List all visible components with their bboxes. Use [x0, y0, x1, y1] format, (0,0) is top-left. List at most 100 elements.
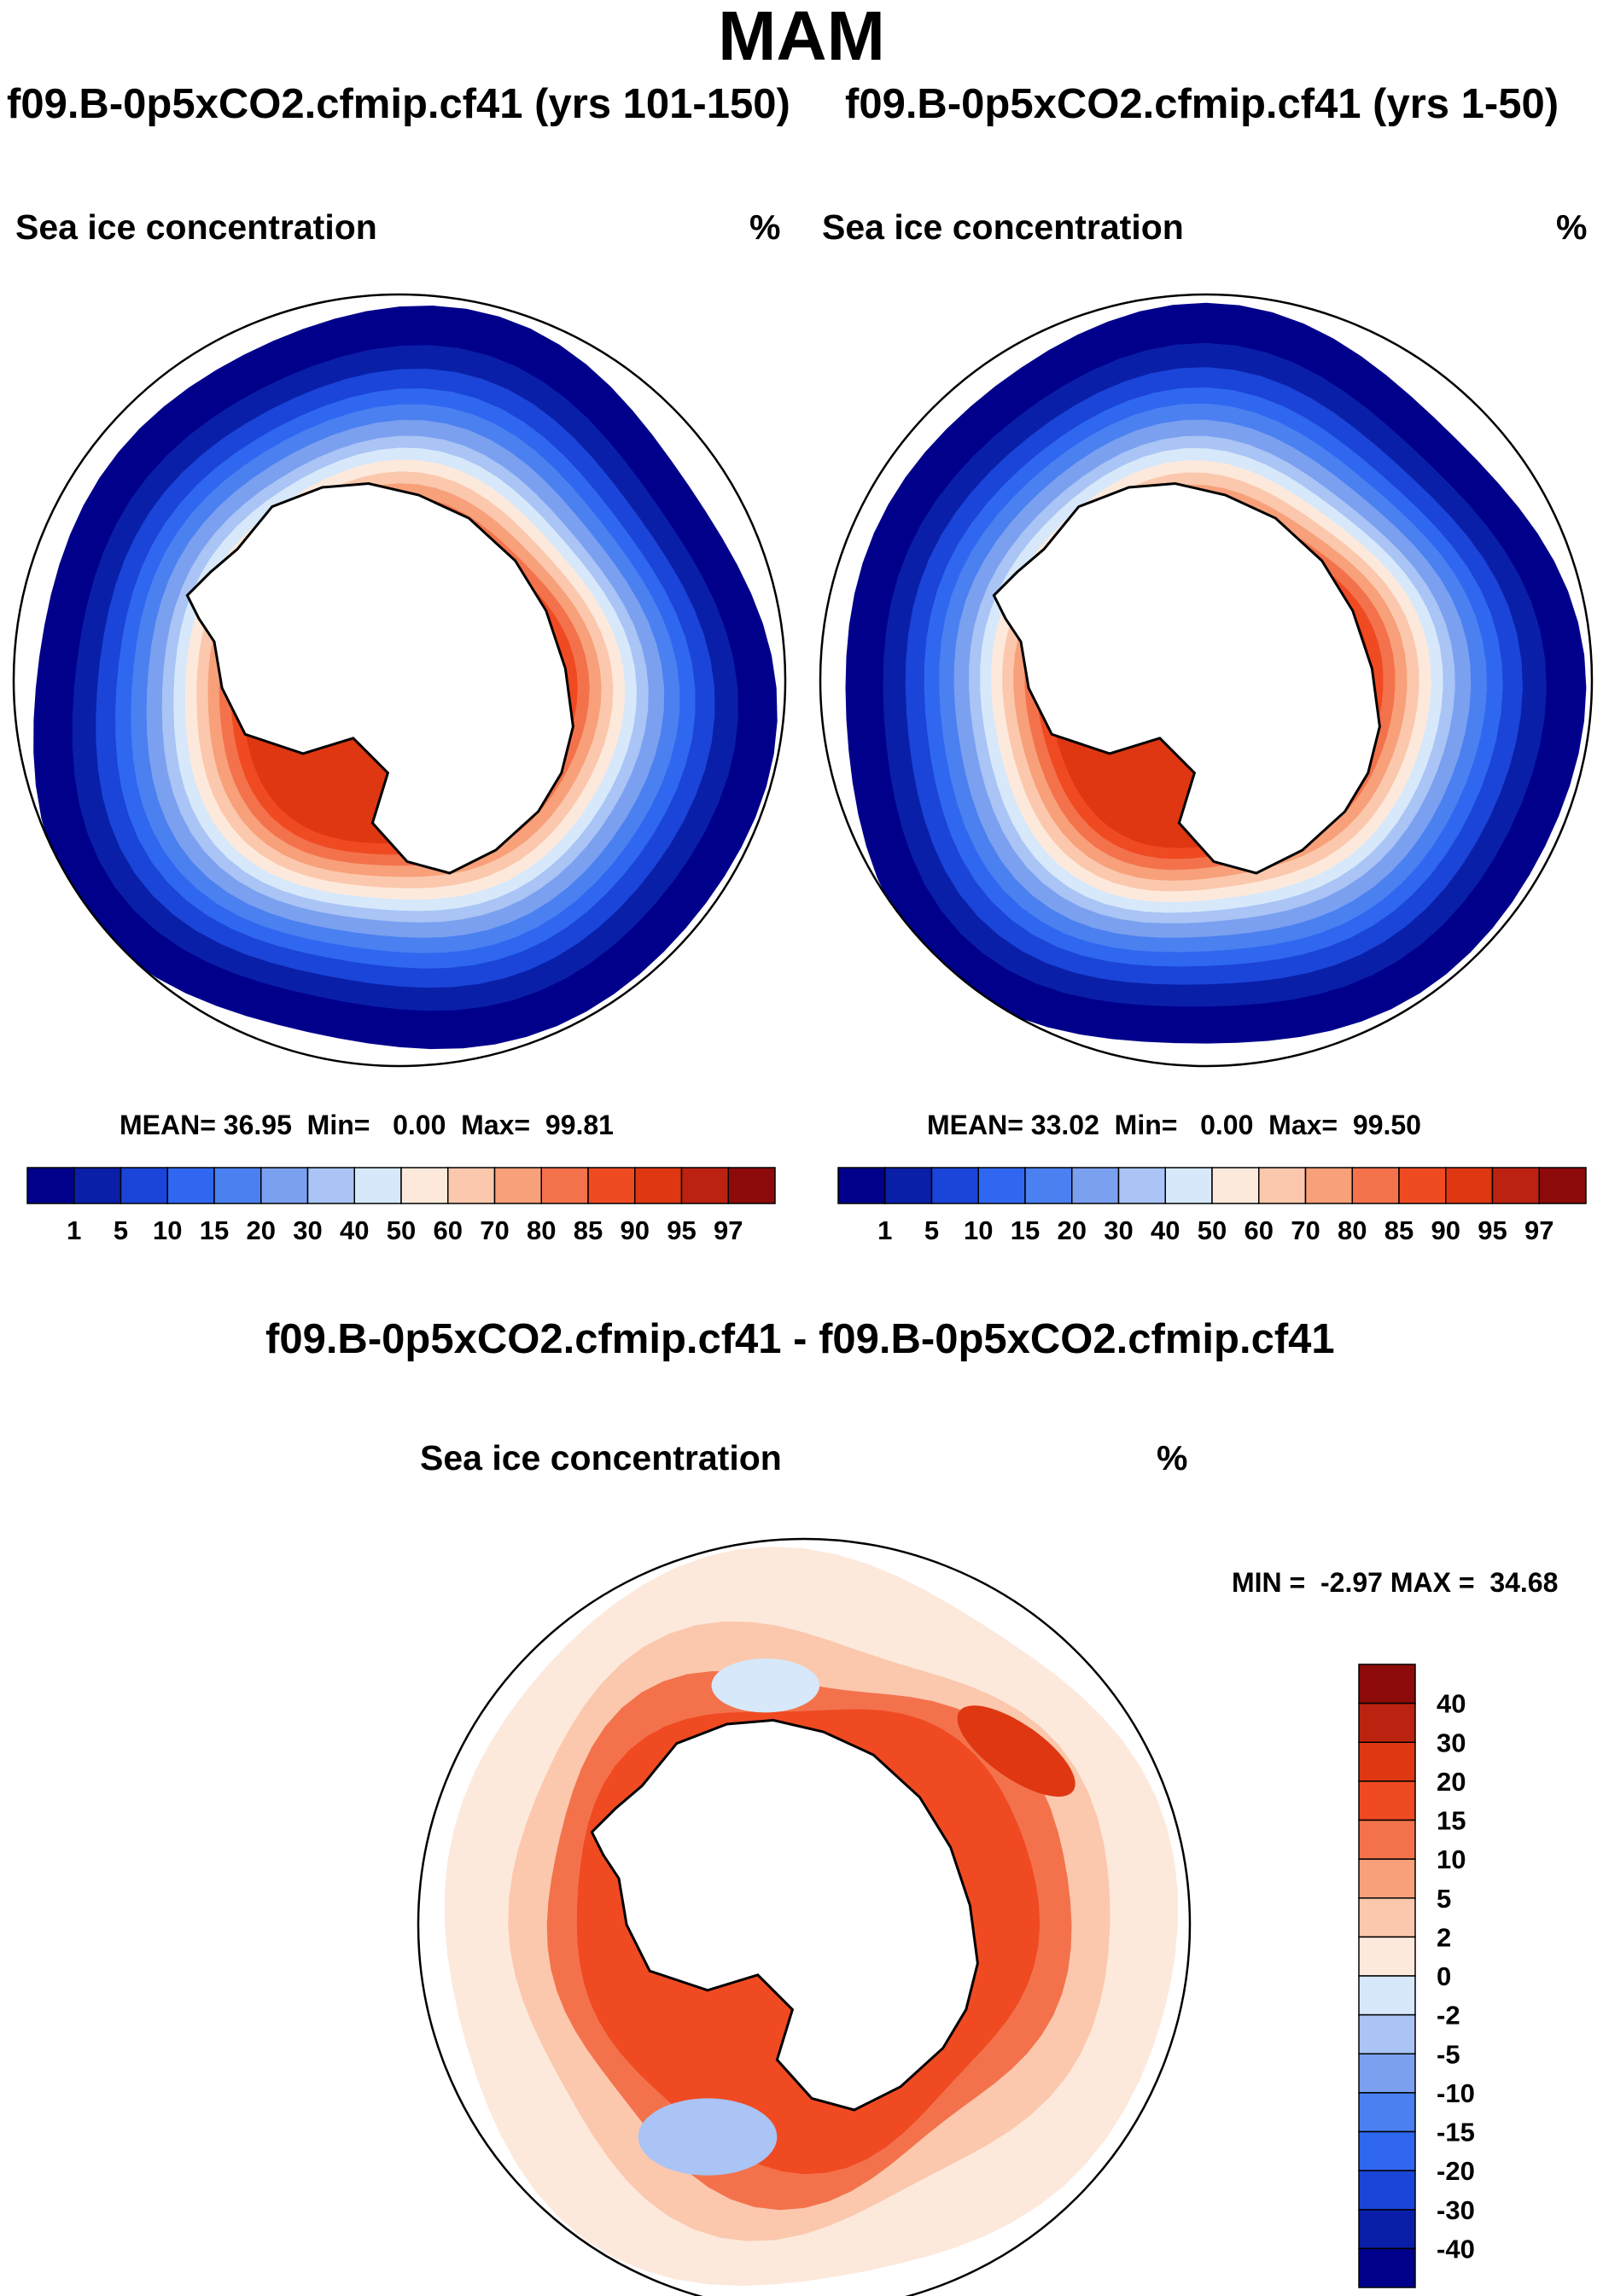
colorbar-label: -2 [1437, 2001, 1460, 2031]
colorbar-label: -20 [1437, 2156, 1475, 2186]
diff-min-value: -2.97 [1320, 1567, 1383, 1598]
colorbar-label: 97 [1524, 1215, 1553, 1245]
diff-contour-band [957, 1705, 1075, 1797]
colorbar-box [260, 1167, 309, 1204]
panel2-min-value: 0.00 [1200, 1110, 1254, 1140]
colorbar-label: -30 [1437, 2195, 1475, 2225]
antarctica-coastline [185, 481, 574, 875]
colorbar-label: 15 [1011, 1215, 1040, 1245]
colorbar-label: 30 [293, 1215, 322, 1245]
colorbar-label: 85 [1384, 1215, 1414, 1245]
colorbar-box [1358, 1975, 1416, 2016]
panel1-experiment-title: f09.B-0p5xCO2.cfmip.cf41 (yrs 101-150) [7, 81, 790, 127]
colorbar-label: 97 [714, 1215, 743, 1245]
colorbar-label: 90 [1431, 1215, 1460, 1245]
colorbar-label: -40 [1437, 2234, 1475, 2264]
diff-experiment-title: f09.B-0p5xCO2.cfmip.cf41 - f09.B-0p5xCO2… [265, 1316, 1335, 1362]
colorbar-label: 40 [340, 1215, 369, 1245]
colorbar-box [1258, 1167, 1307, 1204]
map-border [417, 1537, 1192, 2296]
colorbar-label: 85 [574, 1215, 603, 1245]
colorbar-box [727, 1167, 776, 1204]
colorbar-box [1211, 1167, 1260, 1204]
colorbar-label: 50 [387, 1215, 416, 1245]
panel2-mean-value: 33.02 [1030, 1110, 1099, 1140]
panel1-mean-value: 36.95 [223, 1110, 292, 1140]
colorbar-label: 20 [247, 1215, 276, 1245]
colorbar-label: 1 [67, 1215, 81, 1245]
colorbar-box [353, 1167, 402, 1204]
colorbar-box [1358, 1936, 1416, 1977]
colorbar-box [1445, 1167, 1494, 1204]
map-border [819, 293, 1594, 1068]
colorbar-label: 80 [527, 1215, 556, 1245]
colorbar-box [400, 1167, 449, 1204]
panel1-min-value: 0.00 [393, 1110, 446, 1140]
diff-max-value: 34.68 [1489, 1567, 1559, 1598]
diff-contour-band [711, 1658, 820, 1713]
colorbar-box [884, 1167, 933, 1204]
colorbar-box [930, 1167, 979, 1204]
colorbar-box [213, 1167, 262, 1204]
colorbar-box [1071, 1167, 1120, 1204]
colorbar-label: 10 [964, 1215, 993, 1245]
colorbar-box [73, 1167, 122, 1204]
colorbar-box [1358, 2053, 1416, 2094]
colorbar-label: 10 [153, 1215, 182, 1245]
colorbar-box [587, 1167, 636, 1204]
map-panel2 [819, 293, 1594, 1068]
colorbar-box [1358, 1819, 1416, 1860]
colorbar-label: 60 [434, 1215, 463, 1245]
panel2-experiment-title: f09.B-0p5xCO2.cfmip.cf41 (yrs 1-50) [845, 81, 1559, 127]
colorbar-box [1538, 1167, 1587, 1204]
colorbar-label: 40 [1151, 1215, 1180, 1245]
colorbar-box [837, 1167, 886, 1204]
map-border [12, 293, 787, 1068]
colorbar-box [977, 1167, 1026, 1204]
antarctica-coastline [992, 481, 1381, 875]
colorbar-label: 90 [621, 1215, 650, 1245]
panel2-units-label: % [1556, 207, 1588, 247]
colorbar-label: 1 [877, 1215, 892, 1245]
map-difference [417, 1537, 1192, 2296]
colorbar-box [1358, 2130, 1416, 2171]
colorbar-label: 20 [1437, 1767, 1466, 1797]
colorbar-label: 0 [1437, 1961, 1451, 1991]
panel1-units-label: % [749, 207, 781, 247]
colorbar-box [1358, 1741, 1416, 1782]
colorbar-box [1358, 2170, 1416, 2211]
diff-variable-label: Sea ice concentration [420, 1438, 782, 1477]
colorbar-box [306, 1167, 355, 1204]
antarctica-coastline [590, 1718, 979, 2112]
colorbar-label: 80 [1338, 1215, 1367, 1245]
colorbar-box [1358, 1897, 1416, 1938]
colorbar-label: 50 [1198, 1215, 1227, 1245]
colorbar-box [1358, 1664, 1416, 1705]
colorbar-box [119, 1167, 168, 1204]
colorbar-label: -15 [1437, 2118, 1475, 2147]
colorbar-label: 70 [1291, 1215, 1320, 1245]
colorbar-label: 40 [1437, 1689, 1466, 1719]
colorbar-box [1358, 2247, 1416, 2288]
panel1-max-value: 99.81 [545, 1110, 614, 1140]
colorbar-label: -10 [1437, 2078, 1475, 2108]
colorbar-box [540, 1167, 589, 1204]
colorbar-box [1117, 1167, 1166, 1204]
diff-stats: MIN = -2.97 MAX = 34.68 [1232, 1567, 1559, 1598]
diff-units-label: % [1157, 1438, 1188, 1477]
colorbar-label: 95 [667, 1215, 696, 1245]
colorbar-box [493, 1167, 542, 1204]
colorbar-label: -5 [1437, 2039, 1460, 2069]
colorbar-label: 2 [1437, 1922, 1451, 1952]
colorbar-panel1: 1 5 10 15 20 30 40 50 60 70 80 85 90 95 97 [26, 1167, 776, 1245]
panel2-max-value: 99.50 [1352, 1110, 1421, 1140]
colorbar-box [1358, 2209, 1416, 2250]
colorbar-box [1491, 1167, 1540, 1204]
colorbar-box [447, 1167, 496, 1204]
colorbar-box [634, 1167, 683, 1204]
colorbar-box [1398, 1167, 1447, 1204]
colorbar-label: 5 [924, 1215, 939, 1245]
colorbar-label: 15 [200, 1215, 229, 1245]
